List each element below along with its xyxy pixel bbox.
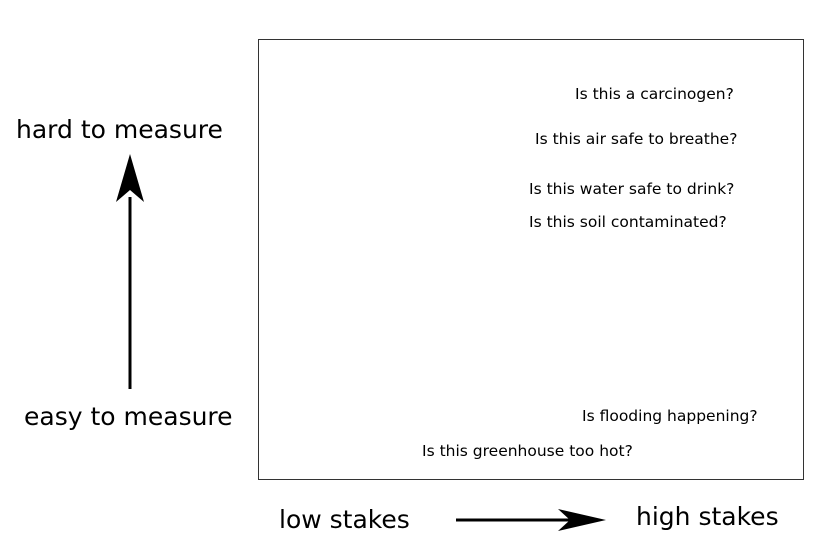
question-air-safe: Is this air safe to breathe? <box>535 130 738 148</box>
question-carcinogen: Is this a carcinogen? <box>575 85 734 103</box>
y-axis-bottom-label: easy to measure <box>24 402 233 431</box>
x-axis-left-label: low stakes <box>279 505 410 534</box>
x-axis-right-label: high stakes <box>636 502 779 531</box>
question-soil-contaminated: Is this soil contaminated? <box>529 213 727 231</box>
quadrant-frame <box>258 39 804 480</box>
vertical-arrow-icon <box>116 154 144 389</box>
question-water-safe: Is this water safe to drink? <box>529 180 735 198</box>
y-axis-top-label: hard to measure <box>16 115 223 144</box>
horizontal-arrow-icon <box>456 509 606 531</box>
question-flooding: Is flooding happening? <box>582 407 758 425</box>
question-greenhouse: Is this greenhouse too hot? <box>422 442 633 460</box>
